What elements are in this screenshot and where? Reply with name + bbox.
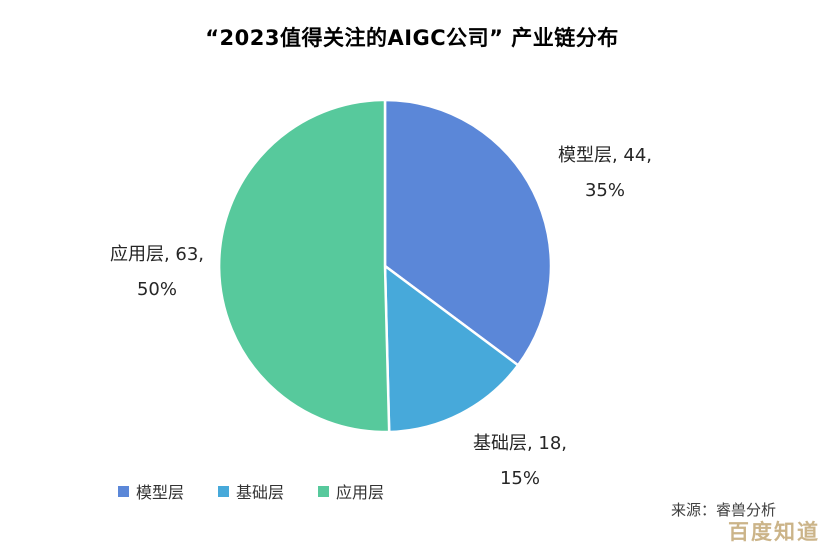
chart-title: “2023值得关注的AIGC公司” 产业链分布 xyxy=(205,26,619,50)
legend-swatch-model-layer xyxy=(118,485,129,497)
data-label-line: 应用层, 63, xyxy=(109,244,205,265)
data-label-line: 15% xyxy=(499,468,540,489)
legend-item-application-layer: 应用层 xyxy=(318,479,384,503)
data-label-infrastructure-layer: 基础层, 18, 15% xyxy=(435,426,605,496)
data-label-line: 模型层, 44, xyxy=(557,145,653,166)
data-label-model-layer: 模型层, 44, 35% xyxy=(520,138,690,208)
watermark-baidu-zhidao: 百度知道 xyxy=(728,520,820,544)
legend-label: 应用层 xyxy=(336,483,385,502)
data-label-line: 35% xyxy=(584,180,625,201)
data-label-line: 50% xyxy=(136,279,177,300)
legend: 模型层 基础层 应用层 xyxy=(118,479,384,503)
data-label-application-layer: 应用层, 63, 50% xyxy=(72,237,242,307)
pie-slice-1 xyxy=(383,264,520,434)
legend-swatch-application-layer xyxy=(318,485,330,497)
pie-slice-2 xyxy=(217,98,391,434)
legend-swatch-infrastructure-layer xyxy=(218,485,230,497)
legend-item-model-layer: 模型层 xyxy=(118,479,184,503)
legend-item-infrastructure-layer: 基础层 xyxy=(218,479,284,503)
source-text: 来源：睿兽分析 xyxy=(670,501,776,519)
pie-slice-0 xyxy=(383,98,553,367)
legend-label: 基础层 xyxy=(236,483,285,502)
data-label-line: 基础层, 18, xyxy=(472,433,568,454)
legend-label: 模型层 xyxy=(136,483,185,502)
